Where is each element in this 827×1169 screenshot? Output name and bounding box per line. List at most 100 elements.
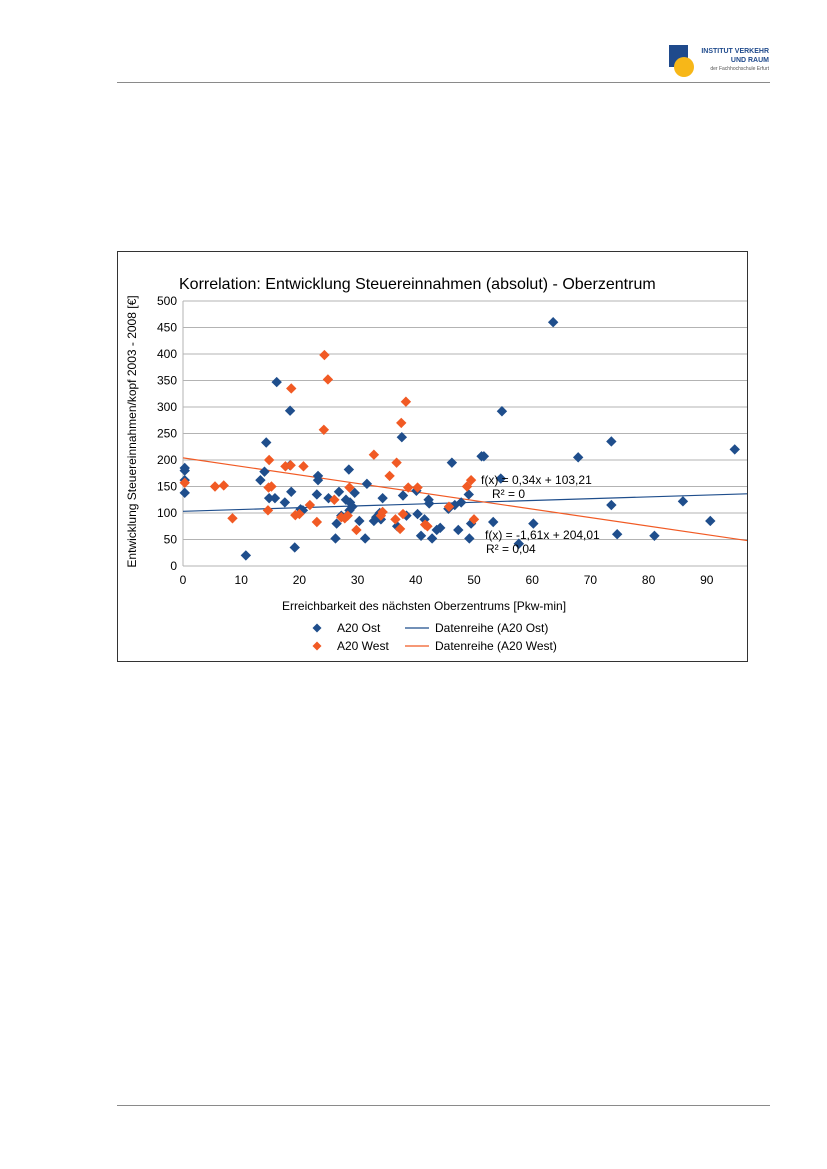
data-point-ost — [513, 538, 525, 549]
data-point-ost — [311, 489, 323, 500]
data-point-ost — [423, 498, 435, 509]
data-point-ost — [331, 518, 342, 529]
data-point-west — [394, 523, 406, 535]
data-point-ost — [488, 516, 499, 528]
data-point-ost — [333, 486, 345, 497]
data-point-ost — [729, 444, 740, 455]
x-tick-label: 60 — [526, 573, 540, 587]
data-point-west — [218, 480, 229, 491]
data-point-ost — [547, 317, 559, 328]
data-point-ost — [705, 515, 716, 527]
data-point-ost — [419, 514, 430, 525]
data-point-west — [318, 424, 330, 435]
data-point-west — [468, 514, 480, 525]
legend-label: Datenreihe (A20 Ost) — [435, 621, 548, 635]
x-tick-label: 50 — [467, 573, 481, 587]
chart-frame: Korrelation: Entwicklung Steuereinnahmen… — [117, 251, 748, 662]
data-point-ost — [572, 452, 584, 463]
y-tick-label: 250 — [157, 427, 177, 441]
y-tick-label: 0 — [170, 559, 177, 573]
trendline-ost — [183, 493, 747, 512]
data-point-ost — [255, 474, 266, 486]
x-axis-label: Erreichbarkeit des nächsten Oberzentrums… — [282, 599, 566, 613]
y-tick-label: 300 — [157, 400, 177, 414]
data-point-west — [285, 460, 296, 471]
data-point-ost — [279, 497, 291, 508]
legend-label: A20 West — [337, 639, 389, 653]
legend-label: Datenreihe (A20 West) — [435, 639, 557, 653]
x-tick-label: 70 — [584, 573, 598, 587]
trendline-equation: f(x) = 0,34x + 103,21 — [481, 473, 592, 487]
y-axis-label: Entwicklung Steuereinnahmen/kopf 2003 - … — [125, 295, 139, 567]
data-point-west — [263, 454, 275, 466]
data-point-ost — [347, 501, 358, 512]
data-point-west — [304, 499, 316, 511]
logo-mark-icon — [669, 45, 699, 81]
legend-marker-icon — [312, 641, 322, 651]
data-point-west — [262, 505, 274, 516]
data-point-ost — [361, 478, 373, 490]
data-point-ost — [453, 524, 464, 536]
data-point-ost — [312, 470, 324, 482]
data-point-ost — [289, 542, 300, 553]
data-point-ost — [677, 496, 689, 507]
data-point-ost — [354, 515, 365, 527]
y-tick-label: 500 — [157, 294, 177, 308]
data-point-west — [329, 494, 340, 505]
data-point-ost — [330, 533, 341, 544]
logo-line-1: INSTITUT VERKEHR — [701, 48, 769, 55]
logo-line-3: der Fachhochschule Erfurt — [710, 66, 769, 72]
data-point-ost — [344, 497, 356, 508]
x-tick-label: 40 — [409, 573, 423, 587]
scatter-chart: Korrelation: Entwicklung Steuereinnahmen… — [125, 276, 747, 653]
data-point-ost — [606, 436, 617, 447]
trendline-west — [183, 457, 747, 542]
data-point-west — [266, 481, 277, 492]
data-point-ost — [261, 437, 272, 448]
x-tick-label: 0 — [180, 573, 187, 587]
data-point-ost — [269, 492, 281, 504]
trendline-r2: R² = 0 — [492, 487, 525, 501]
data-point-west — [311, 516, 323, 528]
data-point-west — [286, 383, 297, 394]
data-point-ost — [396, 432, 408, 443]
footer-divider — [117, 1105, 770, 1106]
data-point-ost — [179, 487, 190, 499]
institute-logo: INSTITUT VERKEHR UND RAUM der Fachhochsc… — [669, 45, 774, 85]
y-tick-label: 100 — [157, 506, 177, 520]
data-point-ost — [611, 529, 623, 540]
y-tick-label: 50 — [164, 533, 178, 547]
x-tick-label: 20 — [293, 573, 307, 587]
data-point-west — [351, 524, 362, 536]
data-point-west — [227, 513, 238, 524]
data-point-ost — [496, 406, 508, 417]
data-point-ost — [606, 499, 617, 511]
legend-label: A20 Ost — [337, 621, 381, 635]
x-tick-label: 80 — [642, 573, 656, 587]
logo-line-2: UND RAUM — [730, 57, 769, 64]
data-point-ost — [649, 530, 660, 541]
data-point-ost — [463, 489, 474, 500]
data-point-west — [412, 482, 423, 493]
x-tick-label: 30 — [351, 573, 365, 587]
data-point-ost — [286, 486, 297, 497]
data-point-west — [443, 501, 455, 512]
y-tick-label: 150 — [157, 480, 177, 494]
x-tick-label: 10 — [235, 573, 249, 587]
data-point-ost — [349, 487, 360, 499]
data-point-ost — [284, 405, 296, 416]
data-point-west — [179, 477, 190, 488]
data-point-ost — [478, 451, 490, 462]
data-point-west — [322, 374, 334, 385]
data-point-ost — [455, 497, 467, 508]
data-point-ost — [446, 457, 458, 468]
y-tick-label: 200 — [157, 453, 177, 467]
chart-title: Korrelation: Entwicklung Steuereinnahmen… — [179, 276, 656, 293]
y-tick-label: 350 — [157, 374, 177, 388]
data-point-ost — [495, 473, 506, 484]
data-point-west — [342, 510, 353, 521]
data-point-west — [298, 461, 309, 472]
data-point-ost — [397, 490, 409, 501]
data-point-ost — [271, 376, 282, 388]
data-point-west — [391, 457, 402, 468]
